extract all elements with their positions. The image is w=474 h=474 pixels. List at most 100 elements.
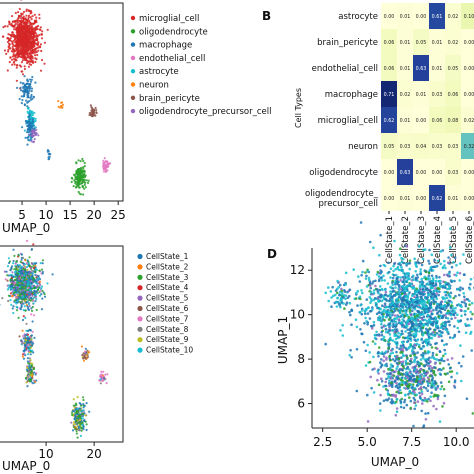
data-point <box>386 309 390 312</box>
data-point <box>23 65 26 68</box>
data-point <box>426 332 429 335</box>
data-point <box>39 262 42 265</box>
data-point <box>373 333 377 337</box>
data-point <box>423 248 427 251</box>
data-point <box>389 285 392 289</box>
data-point <box>14 262 17 265</box>
data-point <box>13 254 16 257</box>
data-point <box>397 357 401 361</box>
data-point <box>385 377 388 381</box>
data-point <box>397 284 401 287</box>
data-point <box>384 380 388 384</box>
data-point <box>427 300 431 303</box>
data-point <box>79 434 82 437</box>
heatmap-cell <box>429 29 445 55</box>
data-point <box>432 279 435 282</box>
data-point <box>399 405 403 409</box>
data-point <box>31 349 34 352</box>
data-point <box>439 381 443 384</box>
data-point <box>431 269 435 272</box>
data-point <box>401 275 405 279</box>
data-point <box>8 20 11 23</box>
data-point <box>13 25 16 28</box>
cell-value: 0.01 <box>416 92 427 98</box>
data-point <box>20 48 23 51</box>
legend-label: astrocyte <box>139 67 179 77</box>
data-point <box>439 285 442 289</box>
data-point <box>407 304 411 307</box>
data-point <box>395 305 399 308</box>
data-point <box>27 14 31 17</box>
data-point <box>439 301 443 304</box>
data-point <box>19 260 22 264</box>
data-point <box>459 319 463 322</box>
data-point <box>442 305 446 308</box>
data-point <box>29 299 32 302</box>
data-point <box>34 57 37 60</box>
data-point <box>6 69 9 72</box>
data-point <box>368 310 372 313</box>
legend-label: CellState_8 <box>146 325 189 334</box>
data-point <box>404 311 408 315</box>
data-point <box>26 59 29 62</box>
data-point <box>24 376 27 380</box>
data-point <box>13 63 16 66</box>
data-point <box>402 372 405 376</box>
data-point <box>40 268 44 271</box>
data-point <box>365 298 369 301</box>
data-point <box>357 275 360 278</box>
data-point <box>25 347 28 350</box>
data-point <box>387 331 390 334</box>
data-point <box>77 182 80 185</box>
data-point <box>396 280 400 283</box>
legend-marker <box>137 253 143 260</box>
data-point <box>378 253 381 257</box>
heatmap-cell <box>413 55 429 81</box>
data-point <box>18 28 21 31</box>
heatmap-cell <box>381 3 397 29</box>
data-point <box>20 258 23 261</box>
data-point <box>23 346 26 350</box>
data-point <box>12 292 15 295</box>
data-point <box>380 363 384 366</box>
data-point <box>8 42 11 45</box>
data-point <box>7 294 10 297</box>
data-point <box>409 337 412 340</box>
data-point <box>19 81 22 84</box>
data-point <box>22 44 25 48</box>
data-point <box>420 392 424 396</box>
data-point <box>17 34 20 37</box>
data-point <box>359 328 362 331</box>
data-point <box>23 86 26 89</box>
data-point <box>24 285 27 288</box>
data-point <box>411 383 415 386</box>
data-point <box>412 424 415 428</box>
data-point <box>71 413 74 416</box>
heatmap-cell <box>381 159 397 185</box>
data-point <box>421 292 424 296</box>
legend-marker <box>137 337 143 343</box>
data-point <box>443 394 447 398</box>
row-label: brain_pericyte <box>317 38 378 48</box>
data-point <box>17 288 20 292</box>
data-point <box>82 166 85 169</box>
data-point <box>420 277 424 281</box>
data-point <box>27 126 31 129</box>
data-point <box>82 357 85 360</box>
data-point <box>458 279 462 282</box>
data-point <box>409 342 412 346</box>
data-point <box>419 368 422 371</box>
data-point <box>17 11 20 14</box>
data-point <box>360 332 363 336</box>
data-point <box>38 269 41 272</box>
cell-value: 0.06 <box>448 92 459 98</box>
data-point <box>34 119 37 122</box>
data-point <box>393 340 397 344</box>
data-point <box>22 335 25 338</box>
data-point <box>358 280 362 283</box>
data-point <box>17 36 20 39</box>
data-point <box>375 312 379 316</box>
data-point <box>23 129 26 132</box>
data-point <box>443 264 446 267</box>
data-point <box>11 284 14 287</box>
